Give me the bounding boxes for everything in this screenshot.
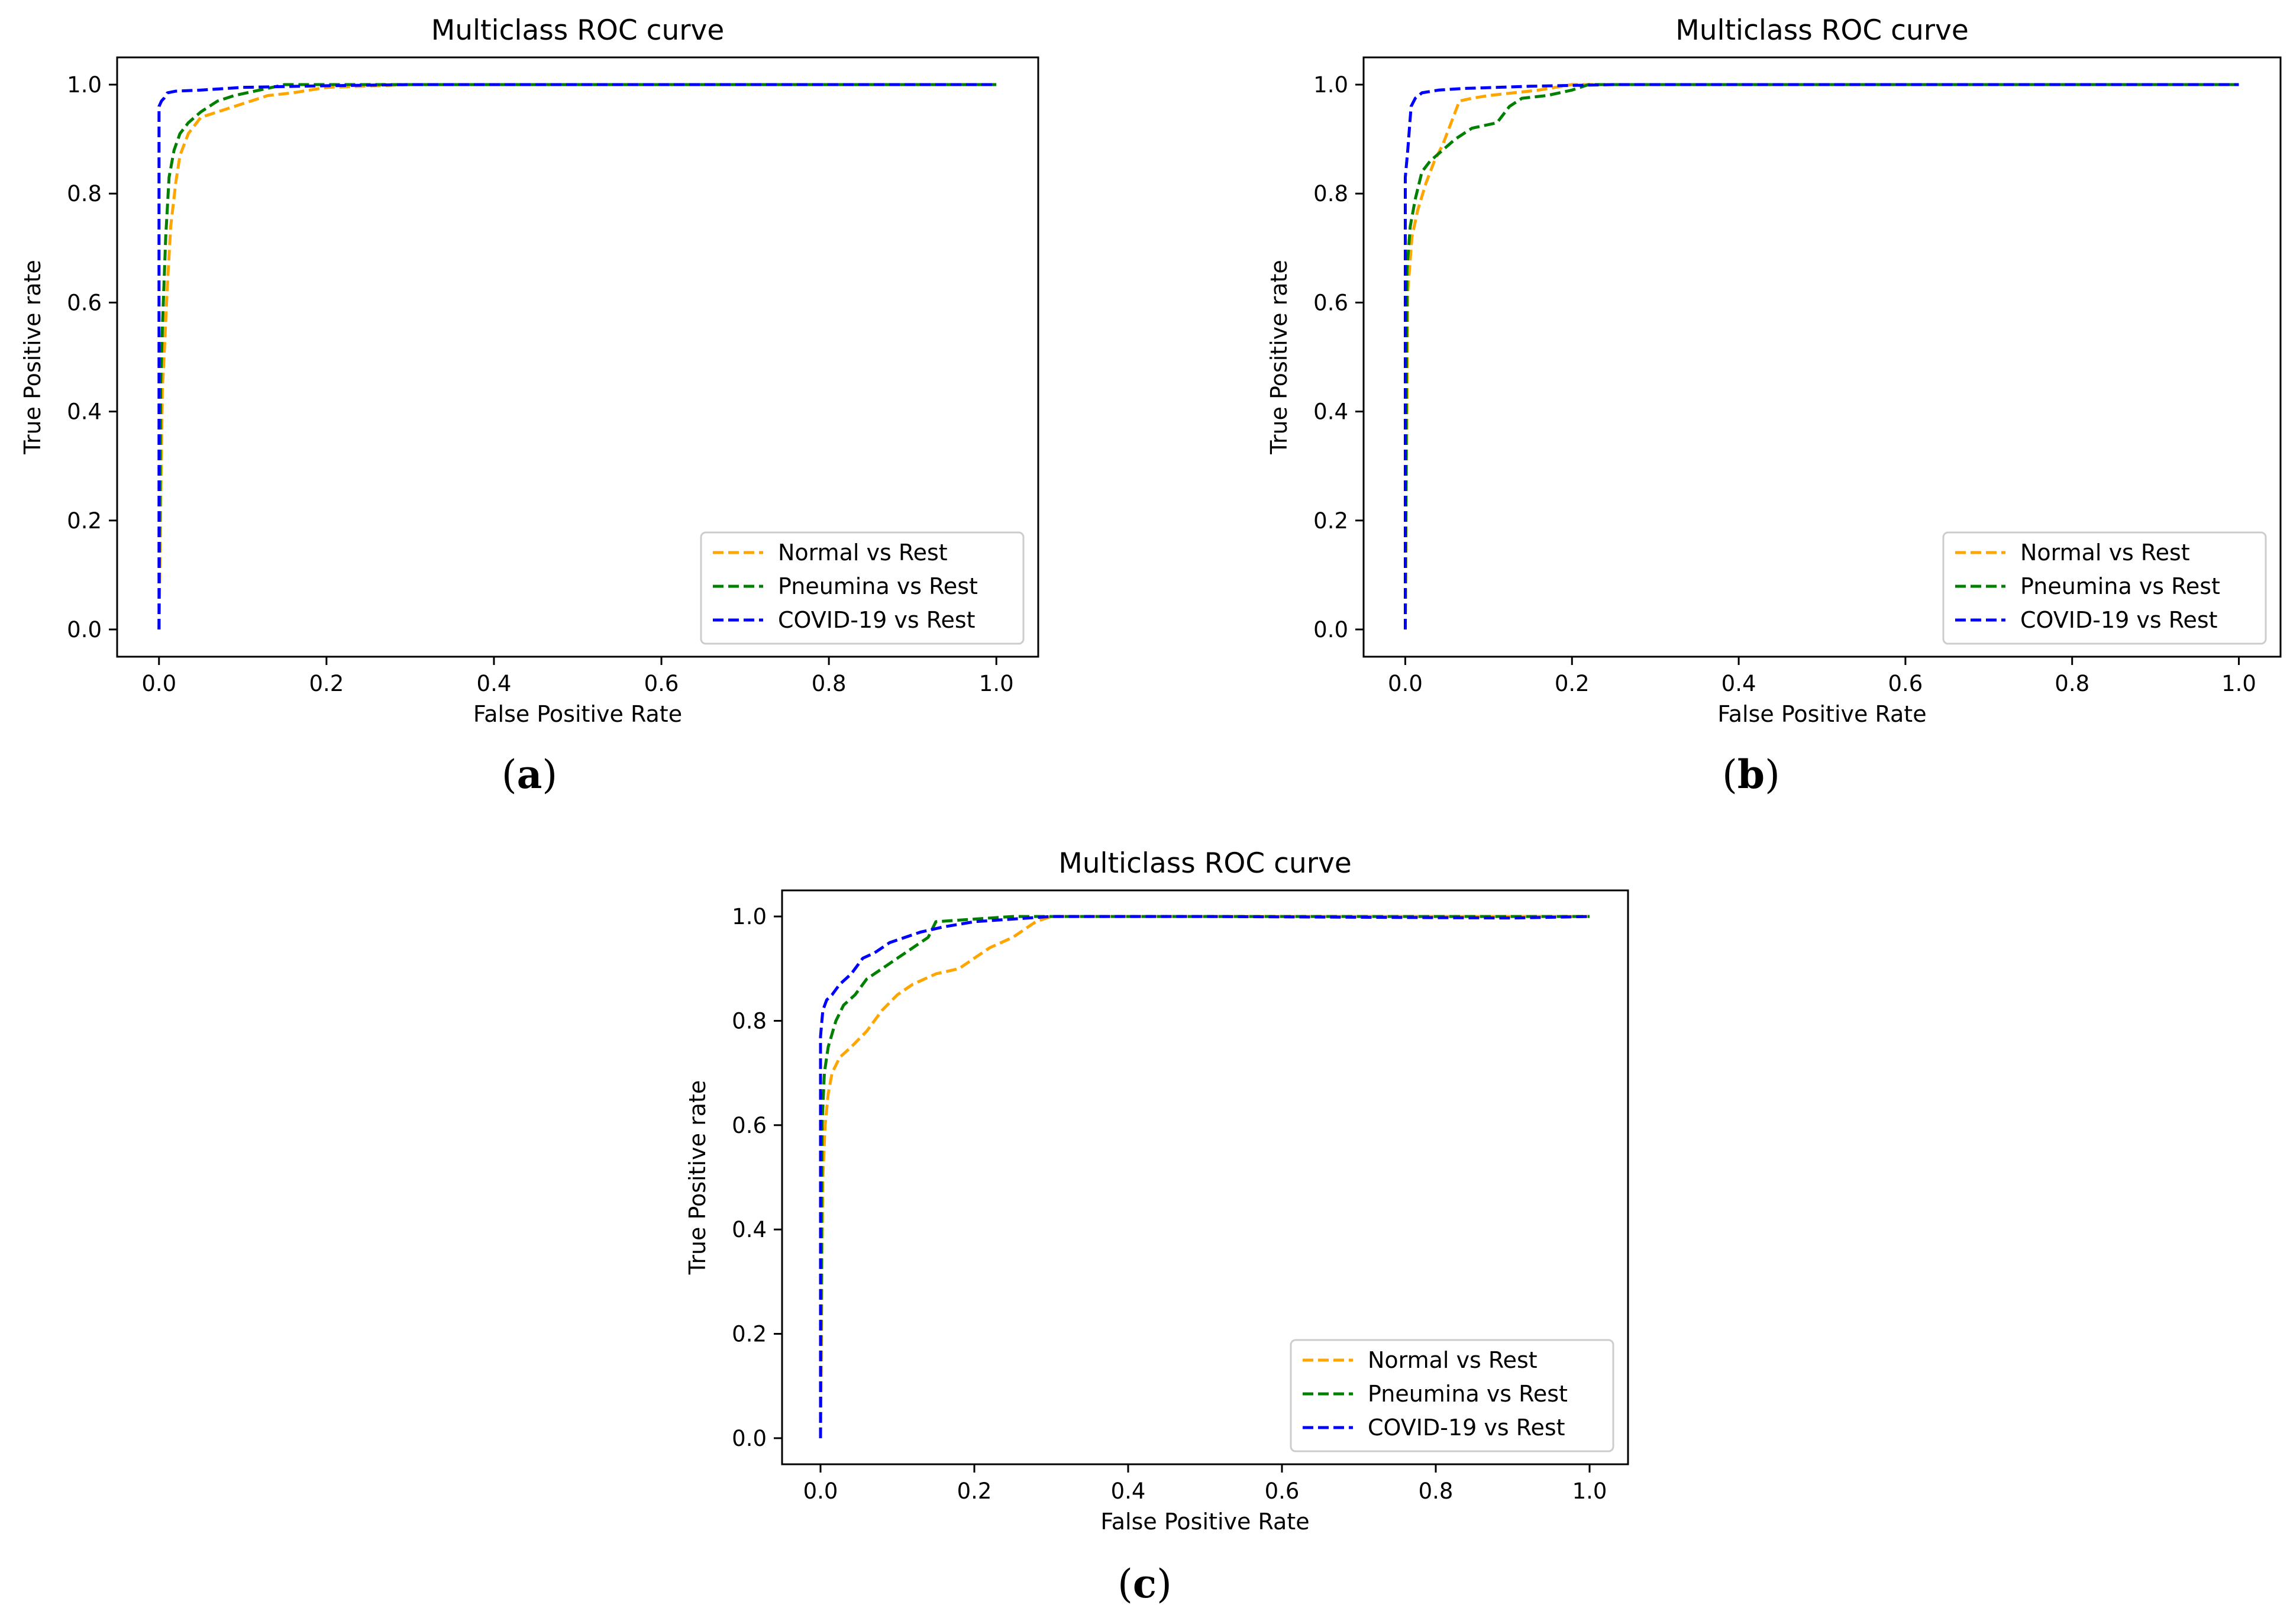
chart-a-legend-label-3: COVID-19 vs Rest bbox=[778, 607, 976, 633]
chart-c-x-tick-label-4: 0.8 bbox=[1419, 1478, 1454, 1504]
chart-b-x-tick-label-4: 0.8 bbox=[2055, 671, 2089, 696]
chart-a-x-tick-label-1: 0.2 bbox=[309, 671, 344, 696]
chart-c-series-line-1 bbox=[819, 915, 1590, 1438]
chart-b-legend-label-3: COVID-19 vs Rest bbox=[2020, 607, 2218, 633]
chart-b-series-line-2 bbox=[1404, 83, 2239, 630]
chart-b-y-tick-label-5: 1.0 bbox=[1313, 72, 1348, 98]
chart-b-plot-frame bbox=[1362, 56, 2282, 658]
chart-b-legend: Normal vs Rest Pneumina vs Rest COVID-19 v… bbox=[1942, 531, 2267, 645]
panel-label-a: (a) bbox=[502, 751, 557, 798]
chart-b-legend-box bbox=[1942, 531, 2267, 645]
chart-c-series-line-2 bbox=[819, 915, 1590, 1438]
chart-a-legend-box bbox=[700, 531, 1025, 645]
chart-b-x-tick-label-0: 0.0 bbox=[1388, 671, 1423, 696]
chart-a-x-tick-label-5: 1.0 bbox=[979, 671, 1014, 696]
chart-b-y-axis-label: True Positive rate bbox=[1266, 260, 1292, 455]
chart-a-x-tick-label-2: 0.4 bbox=[477, 671, 512, 696]
chart-b-x-tick-label-5: 1.0 bbox=[2221, 671, 2256, 696]
chart-c-x-tick-label-2: 0.4 bbox=[1111, 1478, 1146, 1504]
chart-a-title: Multiclass ROC curve bbox=[431, 14, 725, 47]
chart-a-y-tick-label-0: 0.0 bbox=[67, 617, 102, 643]
chart-c: Multiclass ROC curve 0.0 0.2 0.4 0.6 0.8 1.0 0.… bbox=[684, 847, 1629, 1535]
chart-a-legend-label-1: Normal vs Rest bbox=[778, 540, 948, 566]
chart-a-y-tick-label-1: 0.2 bbox=[67, 508, 102, 534]
chart-a-plot-frame bbox=[116, 56, 1039, 658]
chart-b-x-tick-label-3: 0.6 bbox=[1888, 671, 1923, 696]
chart-a-y-tick-label-5: 1.0 bbox=[67, 72, 102, 98]
chart-a-legend: Normal vs Rest Pneumina vs Rest COVID-19 v… bbox=[700, 531, 1025, 645]
chart-b-legend-label-2: Pneumina vs Rest bbox=[2020, 573, 2220, 599]
chart-b-y-tick-label-4: 0.8 bbox=[1313, 181, 1348, 206]
chart-c-y-tick-label-1: 0.2 bbox=[732, 1322, 767, 1347]
chart-c-title: Multiclass ROC curve bbox=[1058, 847, 1352, 880]
chart-b-series-line-3 bbox=[1404, 83, 2239, 629]
chart-c-legend: Normal vs Rest Pneumina vs Rest COVID-19 v… bbox=[1290, 1339, 1614, 1452]
chart-c-y-axis-label: True Positive rate bbox=[684, 1080, 710, 1276]
chart-a-y-tick-label-3: 0.6 bbox=[67, 290, 102, 315]
chart-a-series-line-3 bbox=[157, 83, 997, 629]
chart-a-x-tick-label-3: 0.6 bbox=[644, 671, 679, 696]
chart-b-y-tick-label-1: 0.2 bbox=[1313, 508, 1348, 534]
chart-c-legend-label-3: COVID-19 vs Rest bbox=[1368, 1415, 1565, 1441]
chart-a-x-tick-label-0: 0.0 bbox=[141, 671, 176, 696]
chart-c-y-tick-label-0: 0.0 bbox=[732, 1426, 767, 1451]
chart-c-x-tick-label-0: 0.0 bbox=[803, 1478, 838, 1504]
chart-a-y-tick-label-2: 0.4 bbox=[67, 399, 102, 425]
chart-b-y-tick-label-3: 0.6 bbox=[1313, 290, 1348, 315]
chart-a-x-axis-label: False Positive Rate bbox=[473, 701, 682, 727]
chart-c-series-line-3 bbox=[819, 915, 1590, 1438]
chart-c-legend-box bbox=[1290, 1339, 1614, 1452]
chart-c-x-tick-label-1: 0.2 bbox=[957, 1478, 992, 1504]
chart-c-x-tick-label-5: 1.0 bbox=[1572, 1478, 1607, 1504]
chart-c-x-tick-label-3: 0.6 bbox=[1265, 1478, 1300, 1504]
chart-b-x-tick-label-2: 0.4 bbox=[1721, 671, 1756, 696]
chart-b-series-line-1 bbox=[1404, 83, 2239, 630]
chart-c-legend-label-2: Pneumina vs Rest bbox=[1368, 1381, 1568, 1407]
chart-c-plot-frame bbox=[781, 889, 1629, 1465]
chart-b-title: Multiclass ROC curve bbox=[1675, 14, 1969, 47]
panel-label-c: (c) bbox=[1117, 1561, 1172, 1607]
chart-b-legend-label-1: Normal vs Rest bbox=[2020, 540, 2190, 566]
chart-c-x-axis-label: False Positive Rate bbox=[1100, 1509, 1309, 1535]
chart-a-y-tick-label-4: 0.8 bbox=[67, 181, 102, 206]
chart-c-y-tick-label-5: 1.0 bbox=[732, 904, 767, 929]
chart-c-y-tick-label-4: 0.8 bbox=[732, 1008, 767, 1034]
chart-c-y-tick-label-2: 0.4 bbox=[732, 1217, 767, 1242]
chart-c-y-tick-label-3: 0.6 bbox=[732, 1113, 767, 1138]
chart-b-x-tick-label-1: 0.2 bbox=[1555, 671, 1590, 696]
chart-b-x-axis-label: False Positive Rate bbox=[1717, 701, 1926, 727]
chart-a-x-tick-label-4: 0.8 bbox=[812, 671, 847, 696]
chart-a-legend-label-2: Pneumina vs Rest bbox=[778, 573, 978, 599]
chart-c-legend-label-1: Normal vs Rest bbox=[1368, 1347, 1538, 1373]
chart-a: Multiclass ROC curve 0.0 0.2 0.4 0.6 0.8 1.0 0.… bbox=[20, 14, 1039, 727]
chart-b-y-tick-label-0: 0.0 bbox=[1313, 617, 1348, 643]
chart-a-curves bbox=[157, 83, 997, 630]
chart-b-curves bbox=[1404, 83, 2239, 630]
chart-b: Multiclass ROC curve 0.0 0.2 0.4 0.6 0.8 1.0 0.… bbox=[1266, 14, 2282, 727]
chart-c-curves bbox=[819, 915, 1590, 1438]
chart-b-y-tick-label-2: 0.4 bbox=[1313, 399, 1348, 425]
chart-a-y-axis-label: True Positive rate bbox=[20, 260, 46, 455]
panel-label-b: (b) bbox=[1722, 751, 1780, 798]
